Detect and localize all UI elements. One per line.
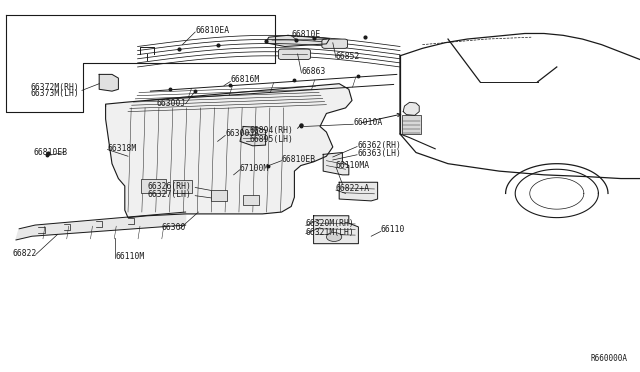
Text: 66300J: 66300J — [156, 99, 186, 108]
Text: 66810EB: 66810EB — [33, 148, 67, 157]
Text: 66363(LH): 66363(LH) — [357, 149, 401, 158]
Bar — [211, 190, 227, 201]
Text: 66321M(LH): 66321M(LH) — [306, 228, 355, 237]
FancyBboxPatch shape — [278, 49, 310, 60]
Text: 66362(RH): 66362(RH) — [357, 141, 401, 150]
Text: 66110M: 66110M — [115, 252, 145, 261]
Text: 66110MA: 66110MA — [336, 161, 370, 170]
Text: 66110: 66110 — [381, 225, 405, 234]
Text: 66327(LH): 66327(LH) — [147, 190, 191, 199]
Polygon shape — [266, 35, 330, 46]
Text: 66822: 66822 — [13, 249, 37, 258]
Polygon shape — [339, 182, 378, 201]
Text: 66810E: 66810E — [291, 30, 321, 39]
Polygon shape — [240, 126, 266, 146]
Text: 66810EB: 66810EB — [282, 155, 316, 164]
Bar — [141, 179, 166, 193]
Text: 66852: 66852 — [336, 52, 360, 61]
Polygon shape — [403, 102, 419, 115]
Text: 66863: 66863 — [301, 67, 326, 76]
Polygon shape — [99, 74, 118, 91]
Text: 66372M(RH): 66372M(RH) — [31, 83, 79, 92]
Text: 66300: 66300 — [161, 223, 186, 232]
Bar — [243, 195, 259, 205]
Polygon shape — [323, 153, 349, 175]
Bar — [402, 115, 421, 134]
Text: 66894(RH): 66894(RH) — [250, 126, 294, 135]
Text: 66010A: 66010A — [353, 118, 383, 127]
Circle shape — [326, 232, 342, 241]
Bar — [173, 180, 192, 193]
Text: 66810EA: 66810EA — [195, 26, 229, 35]
Text: 66326(RH): 66326(RH) — [147, 182, 191, 191]
FancyBboxPatch shape — [322, 39, 348, 48]
Polygon shape — [16, 212, 186, 240]
Text: 66816M: 66816M — [230, 76, 260, 84]
Text: 66895(LH): 66895(LH) — [250, 135, 294, 144]
Polygon shape — [314, 216, 358, 244]
Polygon shape — [106, 84, 352, 218]
Text: 67100M: 67100M — [240, 164, 269, 173]
Text: R660000A: R660000A — [590, 354, 627, 363]
Text: 66300JA: 66300JA — [225, 129, 259, 138]
Text: 66320M(RH): 66320M(RH) — [306, 219, 355, 228]
Text: 66373M(LH): 66373M(LH) — [31, 89, 79, 98]
Text: 66318M: 66318M — [108, 144, 137, 153]
Text: 66822+A: 66822+A — [336, 184, 370, 193]
